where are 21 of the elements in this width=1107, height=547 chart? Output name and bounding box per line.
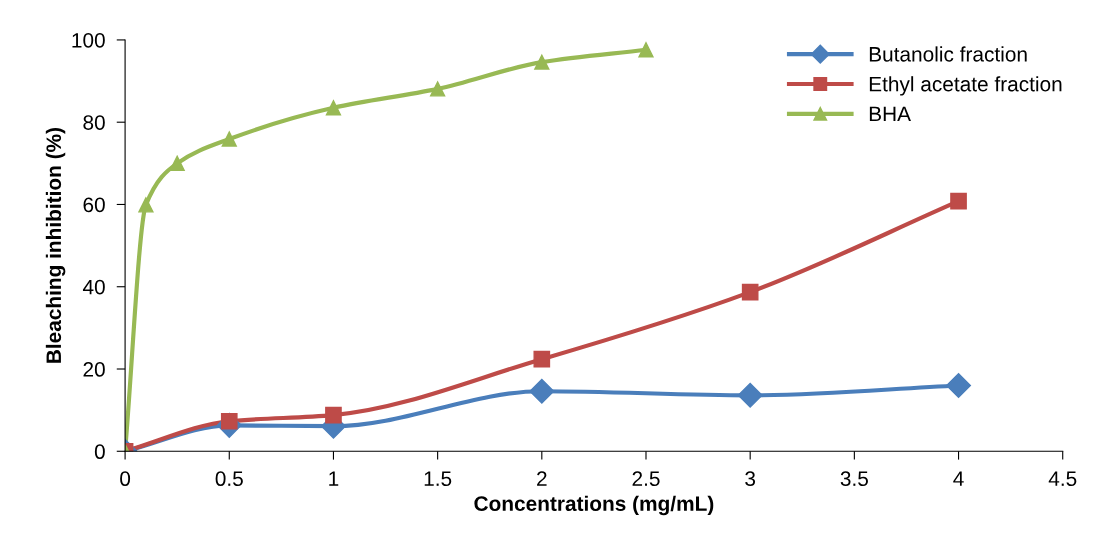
x-tick-label: 0.5: [215, 471, 243, 487]
y-tick-label: 80: [83, 115, 105, 130]
x-tick-label: 3.5: [840, 471, 868, 487]
x-tick-label: 2: [537, 471, 547, 486]
y-tick-label: 60: [83, 197, 105, 213]
legend-label: Ethyl acetate fraction: [869, 76, 1062, 96]
x-axis-title: Concentrations (mg/mL): [474, 495, 714, 516]
x-tick-label: 3: [745, 471, 756, 487]
x-tick-label: 1.5: [424, 471, 452, 487]
x-tick-label: 4: [953, 471, 964, 486]
legend-label: Butanolic fraction: [869, 46, 1027, 62]
y-axis-title: Bleaching inhibition (%): [45, 128, 66, 363]
y-tick-label: 40: [82, 279, 105, 295]
y-tick-label: 0: [94, 444, 105, 460]
legend-label: BHA: [869, 106, 911, 122]
x-tick-label: 2.5: [632, 471, 660, 487]
x-tick-label: 1: [329, 471, 339, 486]
y-tick-label: 20: [83, 362, 105, 377]
x-tick-label: 4.5: [1048, 471, 1077, 487]
y-tick-label: 100: [72, 32, 105, 48]
x-tick-label: 0: [120, 471, 131, 487]
